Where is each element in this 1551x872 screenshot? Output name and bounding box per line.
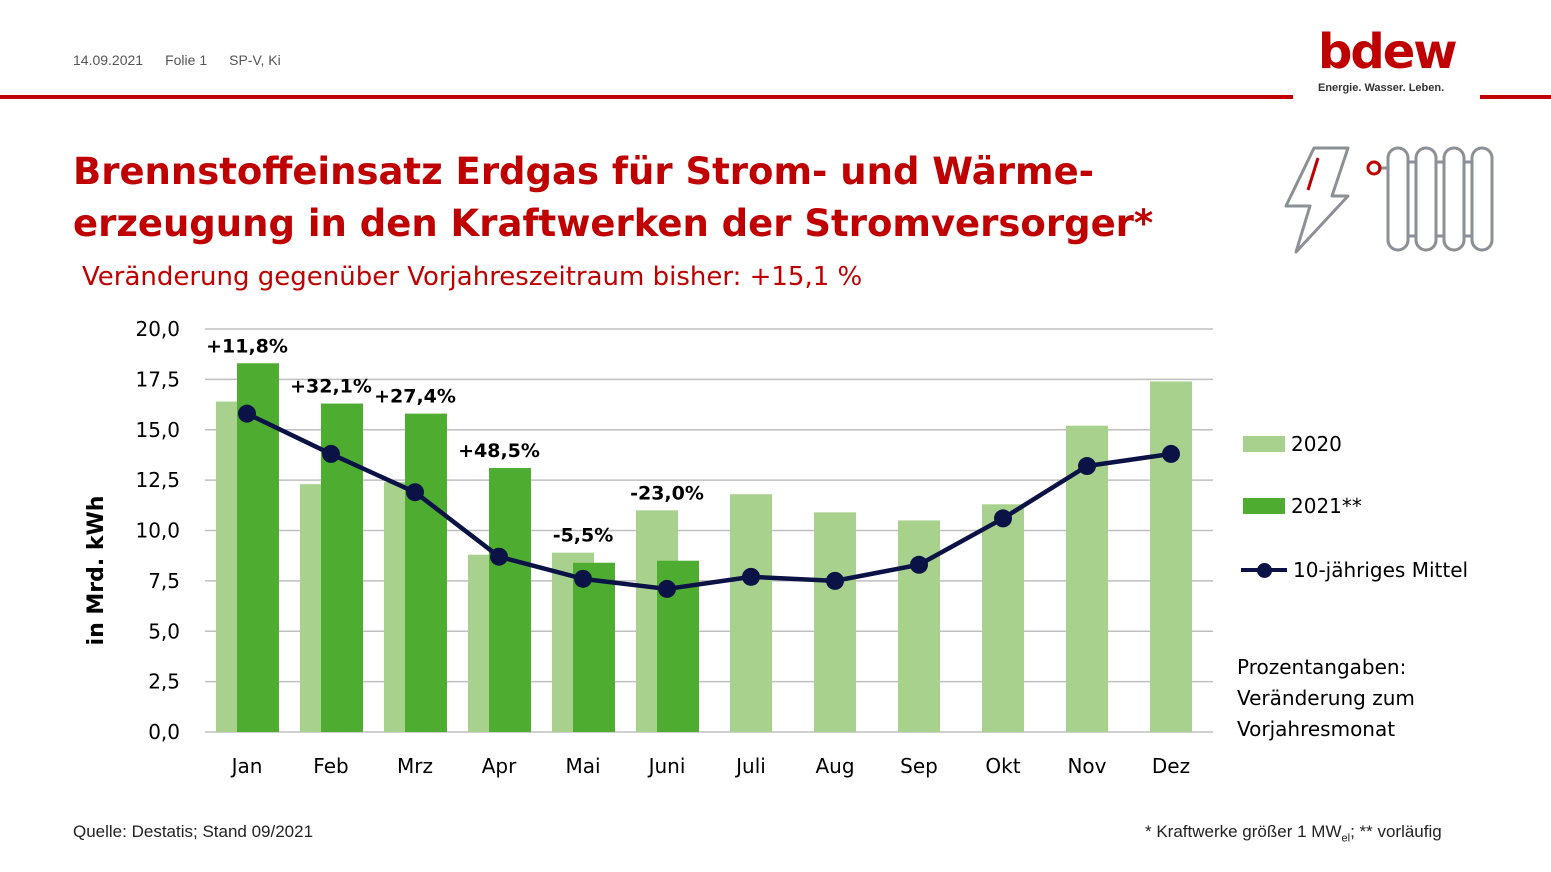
data-label: +27,4% <box>374 386 456 408</box>
bar-2021-apr <box>489 468 531 732</box>
legend-item-2021: 2021** <box>1243 494 1362 518</box>
mean-point <box>1078 457 1096 476</box>
footnote-post: ; ** vorläufig <box>1350 822 1442 841</box>
header-rule-left <box>0 95 1293 99</box>
bar-2020-juli <box>730 494 772 732</box>
mean-line <box>246 411 1172 592</box>
x-tick-label: Juni <box>647 754 686 778</box>
y-tick-label: 0,0 <box>148 720 180 744</box>
logo-word: bdew <box>1318 24 1458 80</box>
x-tick-label: Aug <box>815 754 854 778</box>
radiator-icon <box>1366 146 1494 252</box>
x-tick-label: Okt <box>985 754 1020 778</box>
x-tick-label: Jan <box>230 754 263 778</box>
header-meta: 14.09.2021 Folie 1 SP-V, Ki <box>73 52 303 68</box>
legend-swatch-2020 <box>1243 436 1285 452</box>
lightning-icon <box>1284 146 1350 254</box>
note-line-1: Prozentangaben: <box>1237 655 1407 679</box>
y-tick-label: 12,5 <box>135 468 180 492</box>
x-tick-label: Mrz <box>397 754 433 778</box>
y-tick-label: 5,0 <box>148 619 180 643</box>
mean-point <box>826 571 844 590</box>
legend-label-mean: 10-jähriges Mittel <box>1293 558 1469 582</box>
percentage-note: Prozentangaben: Veränderung zum Vorjahre… <box>1237 652 1415 745</box>
header-rule-right <box>1480 95 1551 99</box>
mean-point <box>238 404 256 423</box>
y-tick-label: 10,0 <box>135 519 180 543</box>
legend-item-2020: 2020 <box>1243 432 1342 456</box>
slide-number: Folie 1 <box>165 52 208 68</box>
data-label: -23,0% <box>630 482 704 504</box>
legend-item-mean: 10-jähriges Mittel <box>1241 558 1468 582</box>
mean-point <box>658 579 676 598</box>
bar-2021-mrz <box>405 413 447 732</box>
bar-2020-aug <box>814 512 856 732</box>
data-label: +11,8% <box>206 335 288 357</box>
footnote-sub: el <box>1341 832 1351 845</box>
x-tick-label: Nov <box>1067 754 1106 778</box>
footnote: * Kraftwerke größer 1 MWel; ** vorläufig <box>1145 822 1442 844</box>
mean-point <box>994 509 1012 528</box>
y-tick-label: 2,5 <box>148 670 180 694</box>
page-title: Brennstoffeinsatz Erdgas für Strom- und … <box>73 150 1154 245</box>
bar-2020-sep <box>898 520 940 732</box>
page-subtitle: Veränderung gegenüber Vorjahreszeitraum … <box>82 262 863 292</box>
y-tick-label: 15,0 <box>135 418 180 442</box>
logo-tagline: Energie. Wasser. Leben. <box>1318 82 1445 94</box>
bar-2020-dez <box>1150 381 1192 732</box>
mean-point <box>574 569 592 588</box>
note-line-3: Vorjahresmonat <box>1237 717 1396 741</box>
mean-point <box>910 555 928 574</box>
data-label: +32,1% <box>290 376 372 398</box>
mean-point <box>406 483 424 502</box>
mean-point <box>490 547 508 566</box>
bar-2020-okt <box>982 504 1024 732</box>
legend-swatch-2021 <box>1243 498 1285 514</box>
source-note: Quelle: Destatis; Stand 09/2021 <box>73 822 314 841</box>
energy-decor <box>1284 146 1494 254</box>
legend-swatch-mean <box>1241 562 1287 578</box>
legend-label-2021: 2021** <box>1291 494 1362 518</box>
mean-point <box>322 444 340 463</box>
slide-date: 14.09.2021 <box>73 52 144 68</box>
x-tick-label: Sep <box>900 754 938 778</box>
footnote-pre: * Kraftwerke größer 1 MW <box>1145 822 1342 841</box>
y-tick-label: 17,5 <box>135 367 180 391</box>
legend-label-2020: 2020 <box>1291 432 1342 456</box>
y-tick-label: 7,5 <box>148 569 180 593</box>
data-label: +48,5% <box>458 440 540 462</box>
x-tick-label: Mai <box>565 754 600 778</box>
y-axis-label: in Mrd. kWh <box>84 496 109 646</box>
mean-point <box>742 567 760 586</box>
gas-usage-chart: 0,0 2,5 5,0 7,5 10,0 12,5 15,0 17,5 20,0 in Mrd. … <box>84 317 1213 778</box>
data-label: -5,5% <box>553 525 614 547</box>
x-tick-label: Juli <box>734 754 766 778</box>
slide-author: SP-V, Ki <box>229 52 281 68</box>
x-tick-label: Dez <box>1152 754 1190 778</box>
x-tick-label: Feb <box>313 754 348 778</box>
bar-2021-mai <box>573 562 615 732</box>
mean-point <box>1162 444 1180 463</box>
y-tick-label: 20,0 <box>135 317 180 341</box>
bdew-logo: bdew Energie. Wasser. Leben. <box>1318 26 1458 94</box>
note-line-2: Veränderung zum <box>1237 686 1415 710</box>
x-tick-label: Apr <box>482 754 517 778</box>
